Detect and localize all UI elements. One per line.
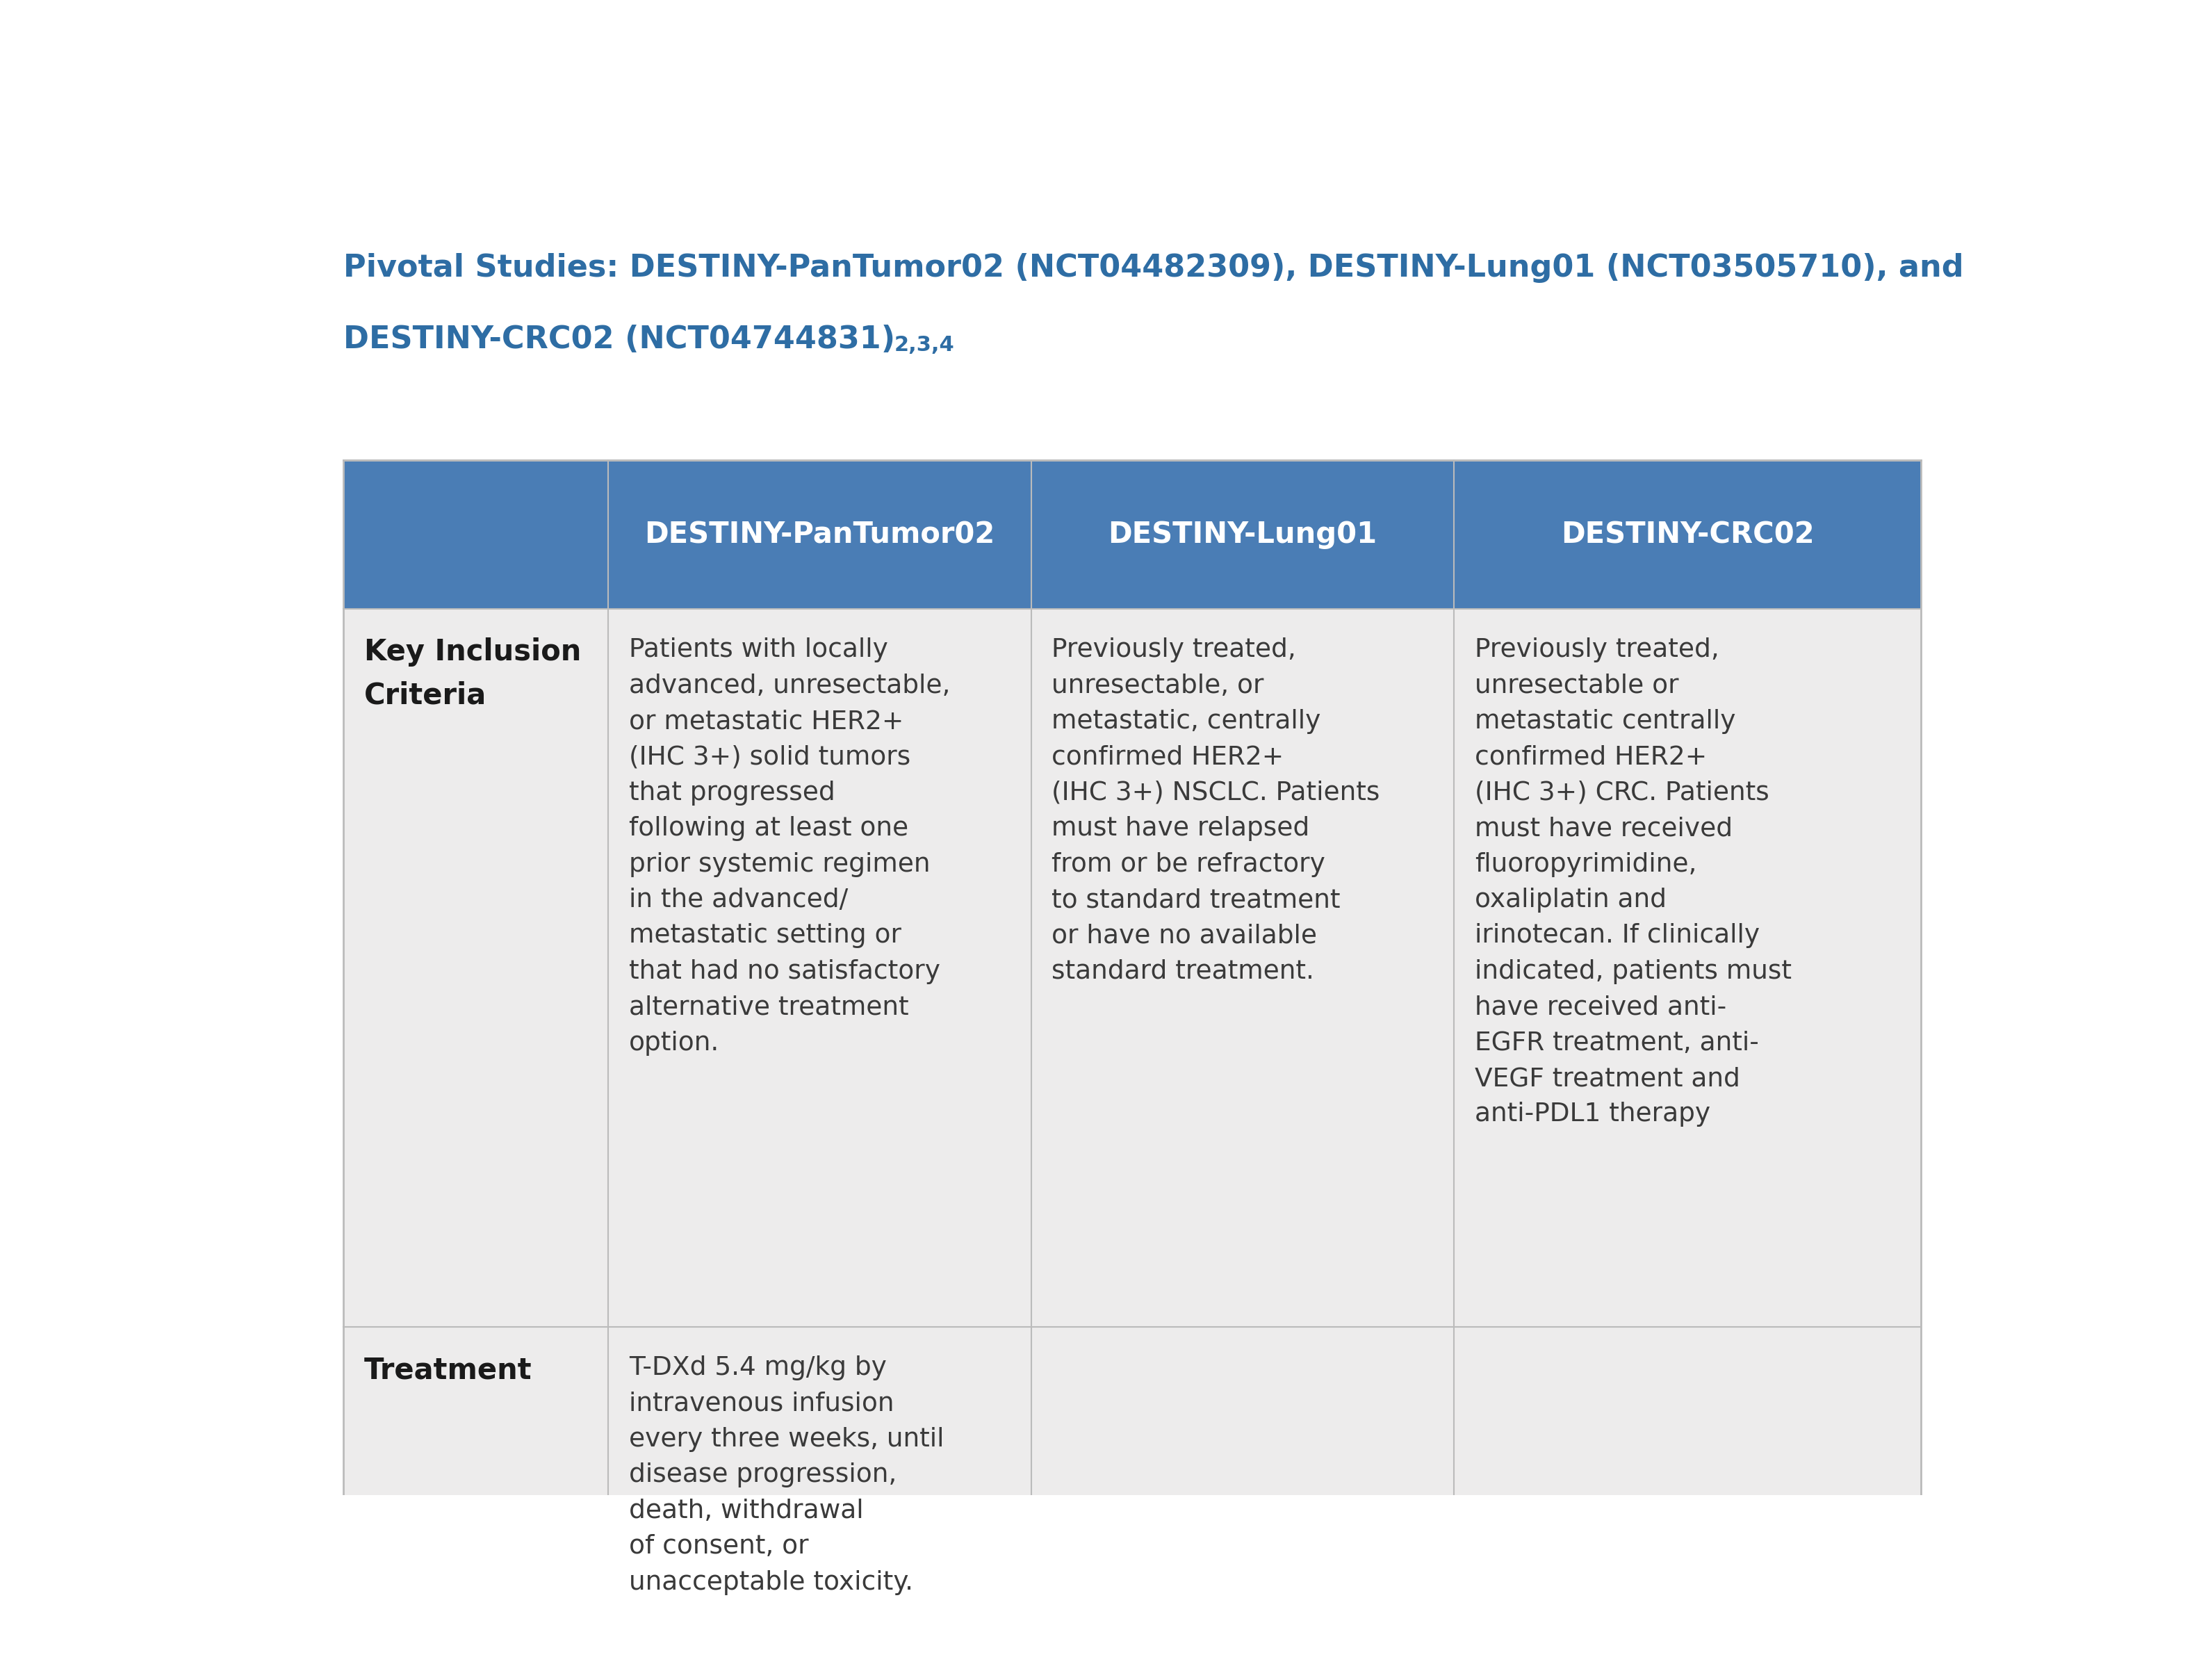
Text: DESTINY-CRC02 (NCT04744831): DESTINY-CRC02 (NCT04744831) [343, 324, 896, 354]
Text: DESTINY-PanTumor02: DESTINY-PanTumor02 [645, 521, 995, 549]
Text: Pivotal Studies: DESTINY-PanTumor02 (NCT04482309), DESTINY-Lung01 (NCT03505710),: Pivotal Studies: DESTINY-PanTumor02 (NCT… [343, 254, 1963, 284]
Text: Previously treated,
unresectable, or
metastatic, centrally
confirmed HER2+
(IHC : Previously treated, unresectable, or met… [1052, 637, 1380, 984]
Bar [343, 460, 1921, 610]
Text: DESTINY-CRC02: DESTINY-CRC02 [1561, 521, 1814, 549]
Text: DESTINY-Lung01: DESTINY-Lung01 [1109, 521, 1378, 549]
Text: T-DXd 5.4 mg/kg by
intravenous infusion
every three weeks, until
disease progres: T-DXd 5.4 mg/kg by intravenous infusion … [629, 1356, 944, 1594]
Text: Key Inclusion
Criteria: Key Inclusion Criteria [363, 637, 581, 709]
Text: Previously treated,
unresectable or
metastatic centrally
confirmed HER2+
(IHC 3+: Previously treated, unresectable or meta… [1475, 637, 1792, 1127]
Text: Treatment: Treatment [363, 1356, 533, 1384]
Text: Patients with locally
advanced, unresectable,
or metastatic HER2+
(IHC 3+) solid: Patients with locally advanced, unresect… [629, 637, 951, 1055]
Text: 2,3,4: 2,3,4 [894, 334, 955, 354]
